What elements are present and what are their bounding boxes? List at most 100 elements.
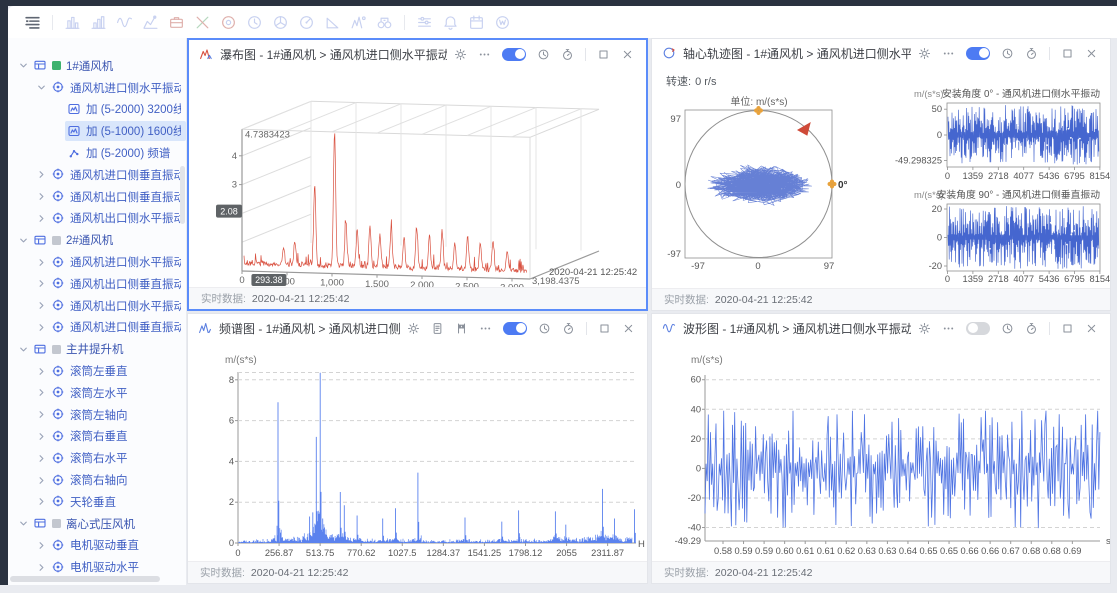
tree-sensor[interactable]: 通风机出口侧水平振动 [8, 208, 186, 230]
tree-measurement[interactable]: 加 (5-2000) 频谱 [8, 142, 186, 164]
caret-down-icon[interactable] [16, 518, 31, 529]
realtime-toggle[interactable] [503, 321, 527, 335]
waterfall-tool-icon[interactable] [168, 14, 185, 31]
caret-down-icon[interactable] [16, 235, 31, 246]
tree-toggle-icon[interactable] [24, 14, 41, 31]
tree-group[interactable]: 离心式压风机 [8, 513, 186, 535]
tree-sensor[interactable]: 滚筒左水平 [8, 382, 186, 404]
ellipsis-button[interactable] [478, 48, 491, 61]
spectrum-tool-icon[interactable] [350, 14, 367, 31]
column-chart-icon[interactable] [90, 14, 107, 31]
tree-sensor[interactable]: 通风机进口侧水平振动 [8, 251, 186, 273]
waveform-chart[interactable]: m/(s*s) 60 40 20 0 -20 -40 -49.29 0.58 0.59 0.59 0.… [652, 342, 1110, 561]
alarm-icon[interactable] [442, 14, 459, 31]
maximize-button[interactable] [598, 322, 611, 335]
list-settings-icon[interactable] [416, 14, 433, 31]
caret-right-icon[interactable] [34, 366, 49, 377]
caret-right-icon[interactable] [34, 213, 49, 224]
tree-measurement[interactable]: 加 (5-1000) 1600线-解调波 [8, 120, 186, 142]
polar-chart-icon[interactable] [272, 14, 289, 31]
stopwatch-button[interactable] [561, 48, 574, 61]
realtime-toggle[interactable] [966, 321, 990, 335]
calendar-icon[interactable] [468, 14, 485, 31]
tree-sensor[interactable]: 天轮垂直 [8, 491, 186, 513]
marker-button[interactable] [455, 322, 468, 335]
clock-button[interactable] [538, 322, 551, 335]
caret-right-icon[interactable] [34, 257, 49, 268]
close-button[interactable] [1085, 322, 1098, 335]
clock-button[interactable] [1001, 322, 1014, 335]
caret-right-icon[interactable] [34, 496, 49, 507]
tree-sensor[interactable]: 通风机进口侧水平振动 [8, 77, 186, 99]
tree-sensor[interactable]: 滚筒右水平 [8, 447, 186, 469]
realtime-toggle[interactable] [966, 46, 990, 60]
clock-button[interactable] [1001, 47, 1014, 60]
tree-group[interactable]: 主井提升机 [8, 338, 186, 360]
caret-right-icon[interactable] [34, 387, 49, 398]
bar-chart-icon[interactable] [64, 14, 81, 31]
caret-right-icon[interactable] [34, 540, 49, 551]
horizontal-scrollbar[interactable] [10, 576, 160, 582]
axis-position-icon[interactable] [194, 14, 211, 31]
caret-right-icon[interactable] [34, 300, 49, 311]
ellipsis-button[interactable] [942, 47, 955, 60]
caret-down-icon[interactable] [34, 82, 49, 93]
stopwatch-button[interactable] [1025, 47, 1038, 60]
caret-down-icon[interactable] [16, 60, 31, 71]
gear-button[interactable] [918, 47, 931, 60]
clock-button[interactable] [537, 48, 550, 61]
orbit-tool-icon[interactable] [220, 14, 237, 31]
caret-right-icon[interactable] [34, 431, 49, 442]
realtime-toggle[interactable] [502, 47, 526, 61]
caret-right-icon[interactable] [34, 278, 49, 289]
caret-right-icon[interactable] [34, 191, 49, 202]
brand-icon[interactable] [494, 14, 511, 31]
ellipsis-button[interactable] [942, 322, 955, 335]
close-button[interactable] [1085, 47, 1098, 60]
tree-sensor[interactable]: 滚筒左轴向 [8, 404, 186, 426]
gear-button[interactable] [918, 322, 931, 335]
tree-sensor[interactable]: 滚筒右垂直 [8, 426, 186, 448]
tree-measurement[interactable]: 加 (5-2000) 3200线-波形. [8, 99, 186, 121]
tree-sensor[interactable]: 滚筒右轴向 [8, 469, 186, 491]
close-button[interactable] [621, 48, 634, 61]
caret-right-icon[interactable] [34, 475, 49, 486]
maximize-button[interactable] [1061, 322, 1074, 335]
tree-row-content: 滚筒左轴向 [49, 405, 133, 425]
tree-group[interactable]: 1#通风机 [8, 55, 186, 77]
tree-sensor[interactable]: 电机驱动水平 [8, 556, 186, 578]
tree-sensor[interactable]: 电机驱动垂直 [8, 535, 186, 557]
maximize-button[interactable] [1061, 47, 1074, 60]
tree-sensor[interactable]: 通风机进口侧垂直振动 [8, 164, 186, 186]
tree-sensor[interactable]: 通风机出口侧垂直振动 [8, 273, 186, 295]
trend-chart-icon[interactable] [142, 14, 159, 31]
gear-button[interactable] [407, 322, 420, 335]
binoculars-icon[interactable] [376, 14, 393, 31]
tree-sensor[interactable]: 通风机出口侧水平振动 [8, 295, 186, 317]
slope-chart-icon[interactable] [324, 14, 341, 31]
tree-sensor[interactable]: 滚筒左垂直 [8, 360, 186, 382]
caret-right-icon[interactable] [34, 562, 49, 573]
ellipsis-button[interactable] [479, 322, 492, 335]
maximize-button[interactable] [597, 48, 610, 61]
tree-sensor[interactable]: 通风机出口侧垂直振动 [8, 186, 186, 208]
gauge-chart-icon[interactable] [298, 14, 315, 31]
waveform-tool-icon[interactable] [116, 14, 133, 31]
tree-sensor[interactable]: 通风机进口侧垂直振动 [8, 317, 186, 339]
document-button[interactable] [431, 322, 444, 335]
close-button[interactable] [622, 322, 635, 335]
caret-right-icon[interactable] [34, 453, 49, 464]
caret-right-icon[interactable] [34, 322, 49, 333]
caret-down-icon[interactable] [16, 344, 31, 355]
stopwatch-button[interactable] [562, 322, 575, 335]
vertical-scrollbar[interactable] [180, 166, 185, 224]
caret-right-icon[interactable] [34, 169, 49, 180]
stopwatch-button[interactable] [1025, 322, 1038, 335]
caret-right-icon[interactable] [34, 409, 49, 420]
gear-button[interactable] [454, 48, 467, 61]
clock-tool-icon[interactable] [246, 14, 263, 31]
orbit-chart[interactable]: 转速: 0 r/s 单位: m/(s*s) 97 0 -97 -97 0 97 0° m/(s*s… [652, 67, 1110, 288]
tree-group[interactable]: 2#通风机 [8, 229, 186, 251]
spectrum-chart[interactable]: m/(s*s) 8 6 4 2 0 0 256.87 513.75 770.62 1027.5 128… [188, 342, 647, 561]
waterfall-chart[interactable]: 4.738342343205001,0001,5002,0002,5003,00… [189, 68, 646, 287]
